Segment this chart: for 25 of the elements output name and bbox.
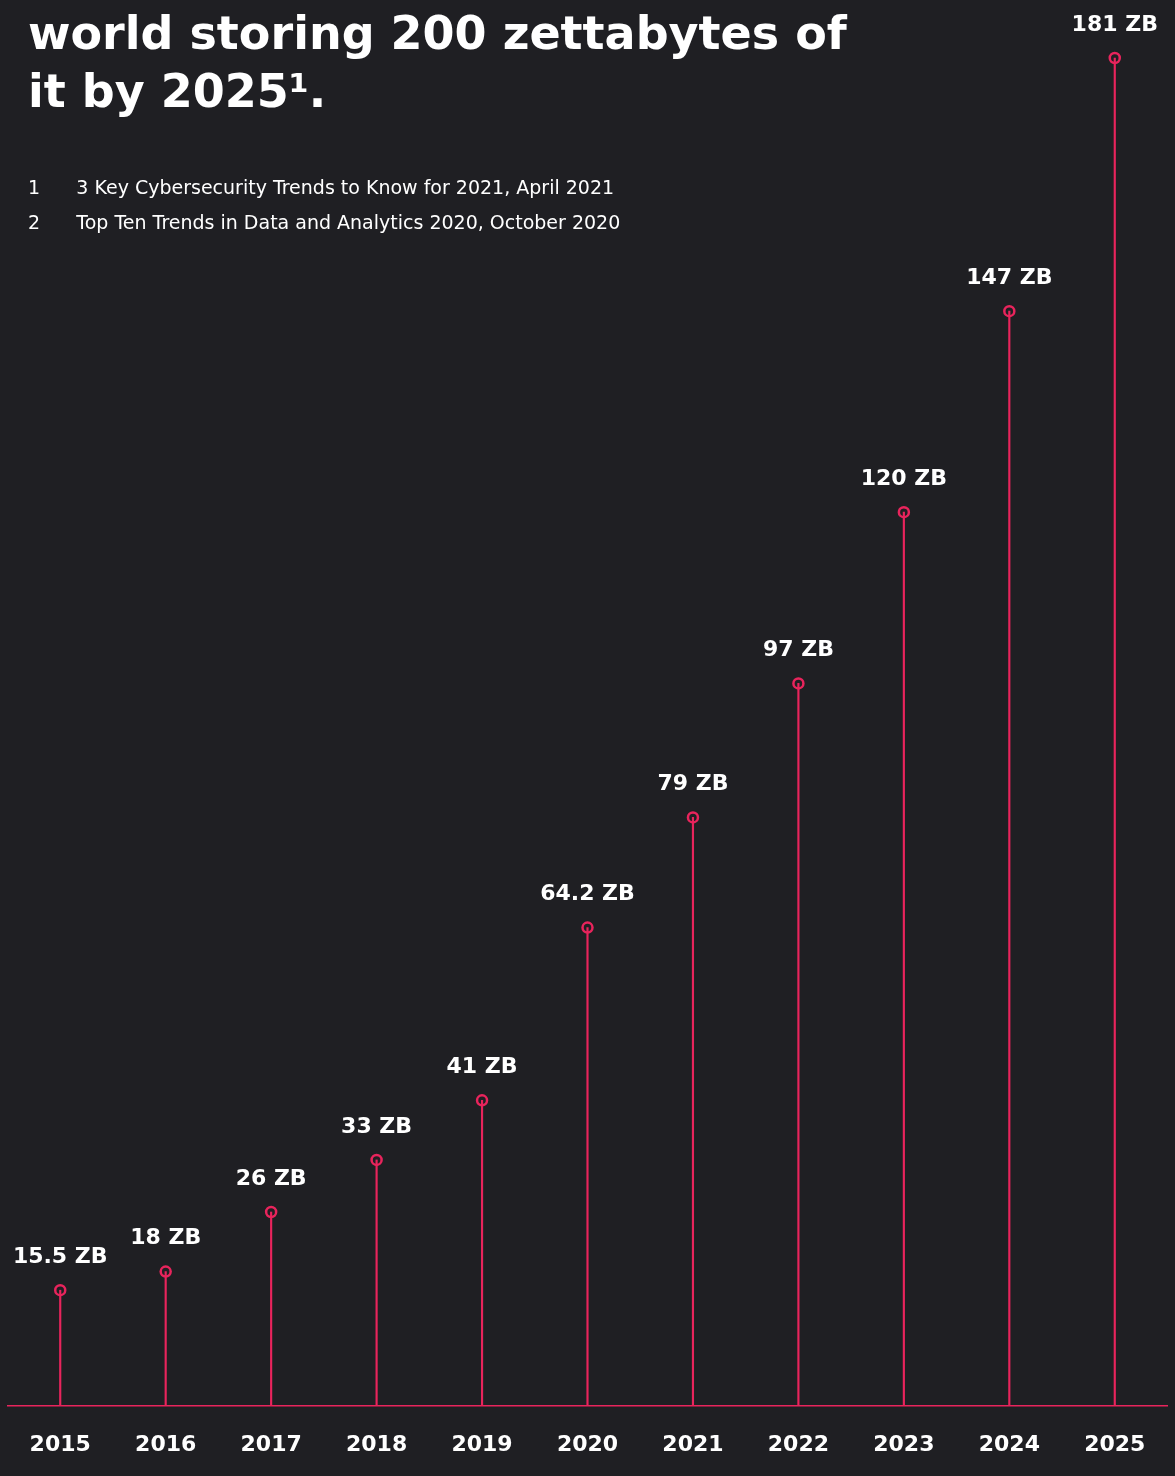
x-tick-label: 2019: [451, 1430, 513, 1456]
x-tick-label: 2023: [873, 1430, 935, 1456]
x-tick-label: 2021: [662, 1430, 724, 1456]
data-label: 64.2 ZB: [540, 880, 635, 906]
chart-title: world storing 200 zettabytes of it by 2025¹.: [28, 5, 848, 120]
data-label: 79 ZB: [657, 770, 729, 796]
data-label: 41 ZB: [446, 1053, 518, 1079]
annotation: 2 Top Ten Trends in Data and Analytics 2020, October 2020: [28, 210, 621, 235]
data-label: 147 ZB: [966, 263, 1053, 289]
x-tick-label: 2020: [556, 1430, 619, 1456]
data-label: 26 ZB: [235, 1164, 307, 1190]
data-label: 97 ZB: [762, 636, 834, 662]
data-label: 18 ZB: [130, 1224, 202, 1250]
x-tick-label: 2024: [978, 1430, 1040, 1456]
data-label: 33 ZB: [341, 1112, 413, 1138]
annotation: 1 3 Key Cybersecurity Trends to Know for 2021, April 2021: [28, 175, 616, 200]
data-label: 181 ZB: [1071, 10, 1158, 36]
x-tick-label: 2015: [29, 1430, 91, 1456]
x-tick-label: 2017: [240, 1430, 302, 1456]
x-tick-label: 2022: [767, 1430, 830, 1456]
x-tick-label: 2018: [345, 1430, 408, 1456]
x-tick-label: 2016: [135, 1430, 197, 1456]
data-label: 15.5 ZB: [12, 1242, 108, 1268]
x-tick-label: 2025: [1084, 1430, 1146, 1456]
data-label: 120 ZB: [860, 464, 948, 490]
